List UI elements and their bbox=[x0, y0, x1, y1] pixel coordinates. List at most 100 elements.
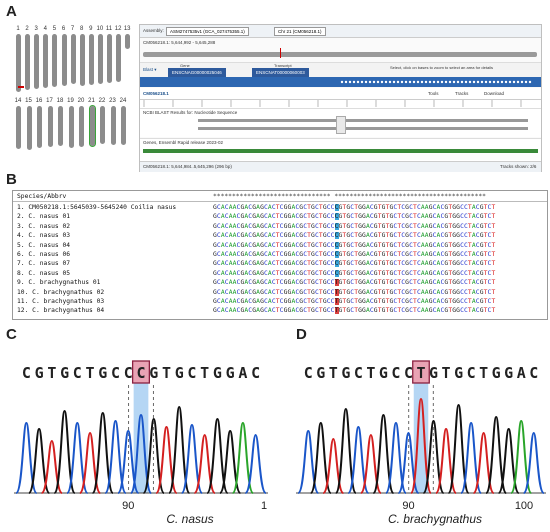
download-menu[interactable]: Download bbox=[484, 91, 505, 96]
chromosome-4[interactable] bbox=[43, 34, 49, 88]
alignment-row: 12. C. brachygnathus 04 GCACAACGACGAGCACT… bbox=[13, 306, 547, 315]
chromosome-19[interactable] bbox=[68, 106, 74, 148]
base-call-G: G bbox=[379, 364, 388, 382]
chromosome-overview-bar bbox=[143, 52, 537, 57]
chromosome-label-15: 15 bbox=[25, 98, 32, 104]
base-call-C: C bbox=[251, 364, 260, 382]
chromosome-2[interactable] bbox=[25, 34, 31, 90]
chromosome-label-13: 13 bbox=[123, 26, 131, 32]
base-call-C: C bbox=[111, 364, 120, 382]
sequence-dot bbox=[396, 80, 400, 84]
sequence-dot bbox=[376, 80, 380, 84]
coordinate-ruler bbox=[143, 100, 522, 107]
chromosome-9[interactable] bbox=[88, 34, 94, 85]
sequence-dot bbox=[428, 80, 432, 84]
chromosome-select[interactable]: Chr 21 (CM056218.1) bbox=[274, 27, 326, 36]
sequence-strip bbox=[340, 80, 532, 84]
chromosome-12[interactable] bbox=[116, 34, 122, 82]
chromosome-16[interactable] bbox=[37, 106, 42, 148]
peak-C bbox=[244, 433, 267, 494]
sequence-dot bbox=[472, 80, 476, 84]
chromosome-17[interactable] bbox=[47, 106, 53, 147]
chromosome-14[interactable] bbox=[16, 106, 21, 149]
base-call-T: T bbox=[200, 364, 209, 382]
gene-model-bar bbox=[143, 149, 538, 153]
base-call-T: T bbox=[416, 364, 425, 382]
transcript-select[interactable]: ENSCNAT00000060003 bbox=[252, 68, 309, 77]
chromosome-23[interactable] bbox=[110, 106, 116, 145]
base-call-C: C bbox=[136, 364, 145, 382]
tick-edge: 1 bbox=[261, 500, 267, 512]
chromosome-10[interactable] bbox=[97, 34, 103, 84]
chromosome-label-4: 4 bbox=[43, 26, 47, 32]
panel-label-b: B bbox=[6, 171, 17, 188]
chromosome-label-5: 5 bbox=[52, 26, 57, 32]
chromosome-label-19: 19 bbox=[67, 98, 74, 104]
genome-browser: Assembly: ASM2747535v1 (GCA_027475355.1)… bbox=[139, 24, 542, 172]
sequence-dot bbox=[364, 80, 368, 84]
peak-C bbox=[104, 419, 127, 494]
sequence-dot bbox=[524, 80, 528, 84]
base-call-C: C bbox=[467, 364, 476, 382]
chromosome-11[interactable] bbox=[107, 34, 112, 83]
alignment-row: 8. C. nasus 05 GCACAACGACGAGCACTCGGACGCTG… bbox=[13, 269, 547, 278]
peak-G bbox=[334, 407, 357, 494]
sequence-dot bbox=[496, 80, 500, 84]
snp-cell: C bbox=[334, 251, 339, 258]
navigation-hint: Select, click on bases to zoom to select… bbox=[390, 65, 493, 70]
chromosome-21[interactable] bbox=[88, 105, 96, 147]
chromosome-7[interactable] bbox=[70, 34, 76, 84]
chromosome-20[interactable] bbox=[79, 106, 84, 147]
region-marker bbox=[280, 48, 281, 58]
sequence-dot bbox=[488, 80, 492, 84]
sequence-dot bbox=[352, 80, 356, 84]
chromosome-24[interactable] bbox=[121, 106, 126, 145]
alignment-sequence-name: 11. C. brachygnathus 03 bbox=[17, 298, 105, 305]
tracks-menu[interactable]: Tracks bbox=[455, 91, 469, 96]
alignment-sequence: GCACAACGACGAGCACTCGGACGCTGCTGCCCGTGCTGGA… bbox=[213, 241, 496, 249]
alignment-sequence: GCACAACGACGAGCACTCGGACGCTGCTGCCTGTGCTGGA… bbox=[213, 288, 496, 296]
tools-menu[interactable]: Tools bbox=[428, 91, 439, 96]
snp-highlight bbox=[413, 361, 429, 493]
alignment-sequence: GCACAACGACGAGCACTCGGACGCTGCTGCCCGTGCTGGA… bbox=[213, 232, 496, 240]
peak-G bbox=[91, 411, 114, 494]
assembly-select[interactable]: ASM2747535v1 (GCA_027475355.1) bbox=[166, 27, 249, 36]
snp-focus-box bbox=[336, 116, 346, 134]
chromosome-1[interactable] bbox=[16, 34, 21, 92]
chromosome-3[interactable] bbox=[34, 34, 40, 89]
chromosome-ideogram: 1 2 3 4 5 6 7 8 9 10 11 12 13 14 15 16 17 18 19 20 21 22 23 24 bbox=[14, 26, 136, 168]
tick-90: 90 bbox=[122, 500, 134, 512]
chromosome-8[interactable] bbox=[79, 34, 85, 86]
chromosome-label-2: 2 bbox=[25, 26, 29, 32]
snp-cell: C bbox=[334, 213, 339, 221]
chromosome-5[interactable] bbox=[52, 34, 58, 87]
chromosome-15[interactable] bbox=[26, 106, 32, 150]
peak-T bbox=[193, 433, 216, 494]
base-call-C: C bbox=[404, 364, 413, 382]
peak-C bbox=[129, 413, 153, 494]
chromosome-18[interactable] bbox=[58, 106, 63, 146]
alignment-row: 4. C. nasus 03 GCACAACGACGAGCACTCGGACGCTG… bbox=[13, 231, 547, 240]
snp-cell: C bbox=[334, 241, 339, 249]
alignment-sequence: GCACAACGACGAGCACTCGGACGCTGCTGCCTGTGCTGGA… bbox=[213, 279, 496, 287]
base-call-G: G bbox=[454, 364, 463, 382]
chromosome-label-24: 24 bbox=[119, 98, 127, 104]
alignment-header: Species/Abbrv bbox=[17, 193, 67, 200]
gene-select[interactable]: ENSCNAG00000025046 bbox=[168, 68, 226, 77]
chromosome-label-21: 21 bbox=[88, 98, 95, 104]
chromosome-6[interactable] bbox=[61, 34, 67, 86]
base-call-A: A bbox=[238, 364, 247, 382]
peak-G bbox=[168, 405, 191, 494]
sequence-dot bbox=[408, 80, 412, 84]
nav-menu[interactable]: Blast ▾ bbox=[143, 67, 157, 72]
base-call-C: C bbox=[22, 364, 31, 382]
chromosome-22[interactable] bbox=[100, 106, 105, 144]
snp-cell: C bbox=[334, 260, 339, 268]
alignment-sequence-name: 8. C. nasus 05 bbox=[17, 269, 71, 277]
tick-100: 100 bbox=[515, 500, 533, 512]
chromosome-13[interactable] bbox=[125, 34, 131, 49]
base-call-G: G bbox=[149, 364, 158, 382]
peak-A bbox=[510, 419, 533, 494]
base-call-T: T bbox=[162, 364, 171, 382]
peak-C bbox=[522, 431, 545, 494]
